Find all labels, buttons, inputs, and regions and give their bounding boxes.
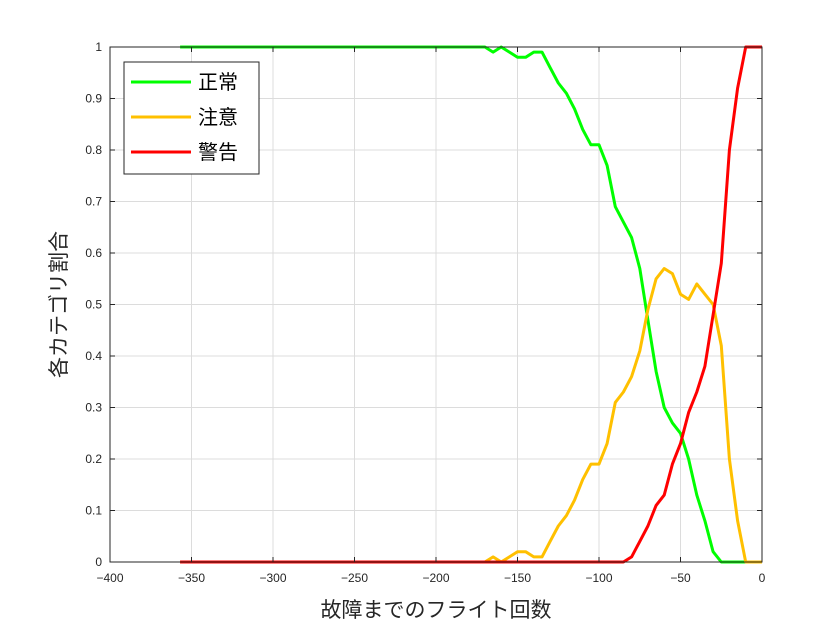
x-tick-label: −150 [504, 571, 531, 585]
y-tick-label: 0.1 [85, 504, 102, 518]
x-tick-label: −50 [670, 571, 691, 585]
y-tick-label: 0.7 [85, 195, 102, 209]
x-tick-label: −350 [178, 571, 205, 585]
y-axis-label: 各カテゴリ割合 [47, 231, 71, 378]
grid [109, 46, 763, 563]
x-axis-ticks: −400 −350 −300 −250 −200 −150 −100 −50 0 [96, 47, 766, 585]
legend-label: 警告 [198, 140, 238, 164]
y-tick-label: 0.4 [85, 349, 102, 363]
y-tick-label: 0.8 [85, 143, 102, 157]
x-tick-label: −200 [422, 571, 449, 585]
x-tick-label: 0 [759, 571, 766, 585]
legend-label: 注意 [198, 105, 238, 129]
series-layer [180, 45, 762, 564]
y-tick-label: 0.6 [85, 246, 102, 260]
y-tick-label: 0.9 [85, 92, 102, 106]
x-tick-label: −100 [585, 571, 612, 585]
y-tick-label: 0.3 [85, 401, 102, 415]
series-line-0 [180, 45, 762, 564]
x-tick-label: −300 [259, 571, 286, 585]
y-tick-label: 0.5 [85, 298, 102, 312]
legend-label: 正常 [198, 70, 238, 94]
y-axis-ticks: 0 0.1 0.2 0.3 0.4 0.5 0.6 0.7 0.8 0.9 1 [85, 40, 762, 569]
series-line-2 [180, 45, 762, 564]
y-tick-label: 0.2 [85, 452, 102, 466]
x-axis-label: 故障までのフライト回数 [321, 598, 552, 622]
y-tick-label: 0 [95, 555, 102, 569]
y-tick-label: 1 [95, 40, 102, 54]
x-tick-label: −250 [341, 571, 368, 585]
x-tick-label: −400 [96, 571, 123, 585]
